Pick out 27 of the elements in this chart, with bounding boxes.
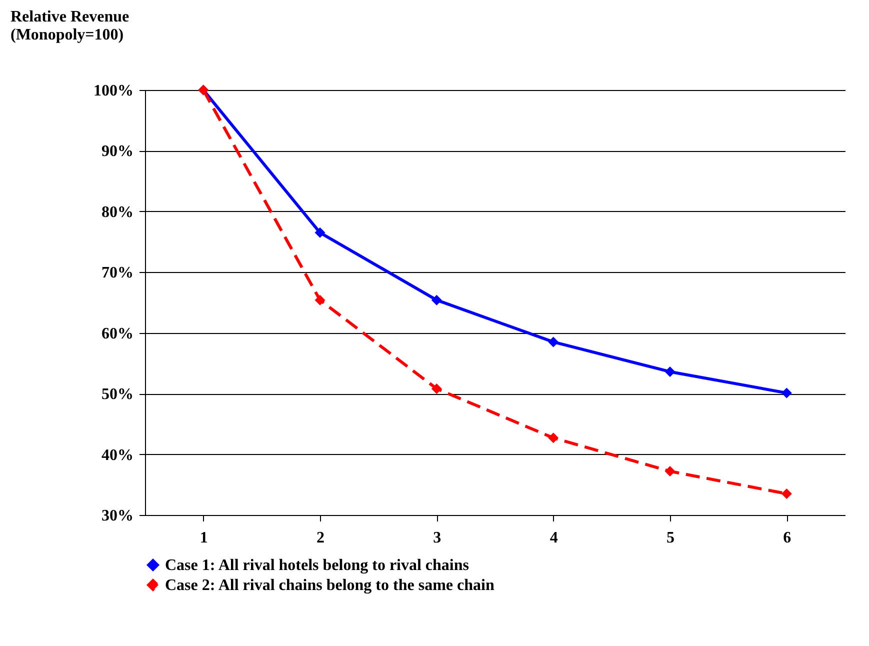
point xyxy=(314,294,326,306)
point xyxy=(664,466,676,477)
x-tick-label: 4 xyxy=(550,530,558,546)
legend-label: Case 2: All rival chains belong to the same chain xyxy=(165,577,494,594)
y-tick-label: 70% xyxy=(102,264,134,282)
y-tick-label: 30% xyxy=(102,508,134,524)
point xyxy=(431,294,442,306)
x-tick-label: 6 xyxy=(783,530,792,546)
x-tick-label: 2 xyxy=(316,530,324,546)
y-tick-label: 80% xyxy=(102,204,134,221)
point xyxy=(664,366,676,377)
y-axis-title: Relative Revenue (Monopoly=100) xyxy=(10,8,130,44)
y-tick-label: 40% xyxy=(102,446,134,464)
point xyxy=(548,432,559,444)
y-tick-label: 100% xyxy=(94,82,134,100)
legend-label: Case 1: All rival hotels belong to rival chains xyxy=(165,557,469,574)
point xyxy=(314,227,326,238)
x-tick-label: 1 xyxy=(200,530,208,546)
point xyxy=(548,336,559,348)
y-tick-label: 50% xyxy=(102,386,134,404)
y-tick-label: 60% xyxy=(102,325,134,342)
x-tick-label: 3 xyxy=(433,530,442,546)
point xyxy=(781,388,792,398)
x-tick-label: 5 xyxy=(666,530,674,546)
point xyxy=(431,383,442,394)
point xyxy=(781,488,792,499)
y-tick-label: 90% xyxy=(102,143,134,160)
